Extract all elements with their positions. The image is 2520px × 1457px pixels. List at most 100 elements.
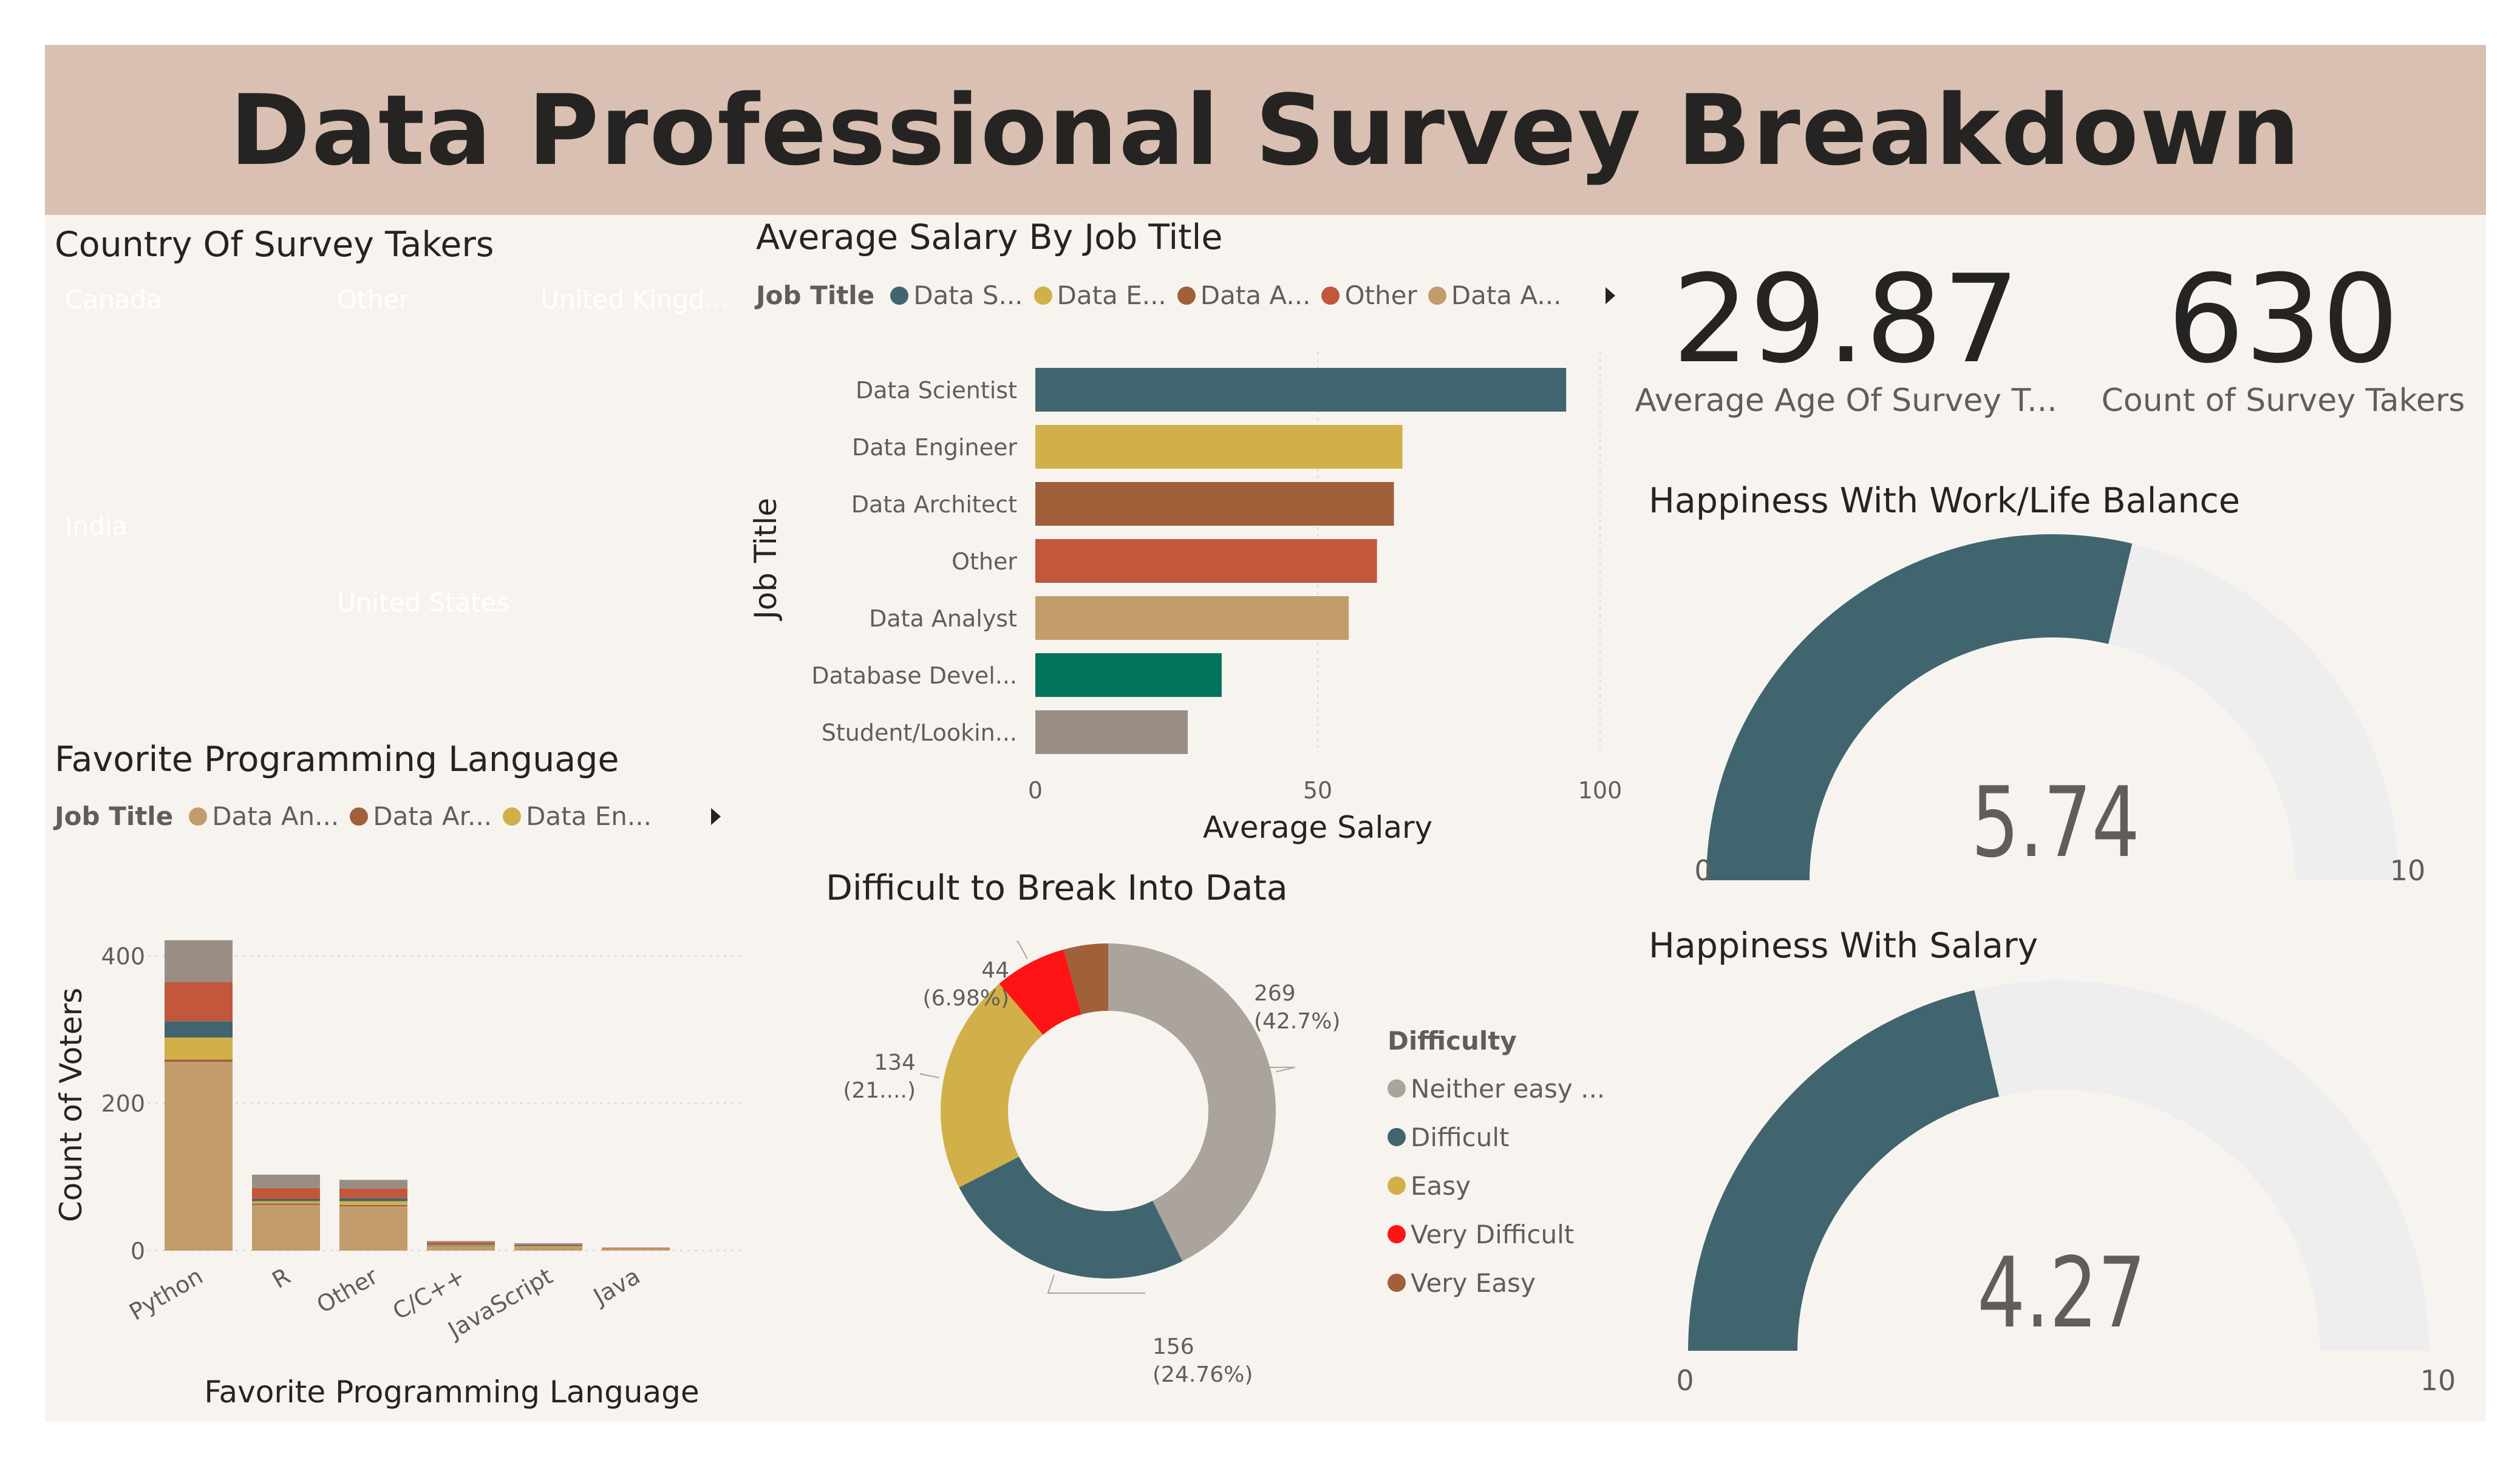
legend-item[interactable]: Very Difficult (1388, 1210, 1605, 1258)
stack-segment (252, 1175, 320, 1188)
legend-label: Data An... (212, 801, 339, 831)
salary-gauge-title: Happiness With Salary (1649, 926, 2038, 966)
legend-title: Difficulty (1388, 1026, 1616, 1056)
legend-label: Data S... (913, 280, 1023, 310)
y-axis-title: Job Title (748, 498, 783, 621)
data-label-count: 156 (1153, 1334, 1194, 1359)
leader-line (920, 1074, 939, 1078)
legend-title: Job Title (55, 801, 173, 831)
x-tick-label: Python (124, 1263, 207, 1326)
language-legend: Job Title Data An... Data Ar... Data En.… (55, 801, 721, 831)
bar (1035, 539, 1377, 583)
x-tick-label: 50 (1303, 777, 1332, 804)
treemap-cell-other[interactable]: Other (325, 274, 532, 580)
legend-next-icon[interactable] (711, 808, 721, 825)
bar (1035, 482, 1394, 526)
avg-age-label: Average Age Of Survey T... (1603, 382, 2089, 419)
treemap-cell-canada[interactable]: Canada (53, 274, 329, 504)
avg-age-value: 29.87 (1603, 249, 2089, 390)
bar (1035, 653, 1222, 697)
legend-dot (503, 807, 521, 826)
legend-item[interactable]: Data A... (1177, 280, 1311, 310)
stack-segment (514, 1247, 582, 1251)
y-tick-label: 200 (101, 1090, 145, 1117)
bar (1035, 425, 1403, 469)
category-label: Data Scientist (856, 377, 1017, 404)
worklife-gauge: 5.74 0 10 (1640, 522, 2477, 898)
leader-line (1017, 942, 1027, 959)
category-label: Other (952, 548, 1017, 575)
gauge-min-label: 0 (1694, 854, 1712, 887)
category-label: Data Engineer (852, 434, 1017, 461)
treemap-cell-india[interactable]: India (53, 501, 329, 730)
legend-dot (1428, 287, 1446, 305)
salary-happiness-gauge: 4.27 0 10 (1640, 971, 2477, 1396)
legend-label: Data En... (526, 801, 652, 831)
legend-item[interactable]: Easy (1388, 1161, 1605, 1210)
stack-segment (514, 1246, 582, 1247)
treemap-label: India (65, 511, 128, 541)
salary-chart-title: Average Salary By Job Title (756, 217, 1222, 257)
donut-legend: Difficulty Neither easy ... Difficult Ea… (1388, 1026, 1616, 1307)
treemap-cell-united-states[interactable]: United States (325, 577, 737, 730)
title-banner: Data Professional Survey Breakdown (45, 45, 2486, 215)
legend-item[interactable]: Other (1321, 280, 1417, 310)
legend-label: Other (1344, 280, 1417, 310)
salary-bar-chart: Data Scientist Data Engineer Data Architec… (747, 328, 1646, 862)
data-label-count: 269 (1254, 981, 1296, 1006)
stack-segment (165, 982, 233, 1021)
legend-item[interactable]: Data Ar... (350, 801, 492, 831)
stack-segment (339, 1205, 407, 1206)
x-axis-title: Average Salary (1203, 810, 1432, 845)
legend-dot (1388, 1128, 1406, 1146)
legend-item[interactable]: Difficult (1388, 1113, 1605, 1161)
page-title: Data Professional Survey Breakdown (230, 73, 2301, 187)
legend-item[interactable]: Data A... (1428, 280, 1562, 310)
data-label-count: 134 (874, 1050, 916, 1075)
stack-segment (165, 1038, 233, 1059)
gauge-value: 5.74 (1971, 766, 2140, 879)
gauge-max-label: 10 (2390, 854, 2426, 887)
bar (1035, 368, 1566, 412)
legend-dot (350, 807, 368, 826)
stack-segment (165, 1060, 233, 1062)
donut-slice (959, 1156, 1182, 1279)
legend-dot (1177, 287, 1196, 305)
legend-item[interactable]: Data En... (503, 801, 652, 831)
y-tick-label: 0 (131, 1238, 145, 1265)
data-label-pct: (6.98%) (923, 986, 1009, 1011)
legend-dot (1034, 287, 1052, 305)
data-label-pct: (21....) (843, 1078, 916, 1103)
stack-segment (339, 1180, 407, 1189)
gauge-fill (1688, 990, 1999, 1351)
y-axis-title: Count of Voters (53, 988, 89, 1222)
x-tick-label: 0 (1028, 777, 1043, 804)
x-tick-label: R (268, 1263, 295, 1294)
gauge-value: 4.27 (1977, 1237, 2146, 1350)
x-tick-label: 100 (1578, 777, 1623, 804)
stack-segment (252, 1203, 320, 1204)
legend-item[interactable]: Neither easy ... (1388, 1064, 1605, 1113)
legend-label: Neither easy ... (1411, 1074, 1605, 1104)
difficulty-donut-chart: 269(42.7%)156(24.76%)134(21....)44(6.98%… (783, 929, 1372, 1415)
treemap-cell-united-kingdom[interactable]: United Kingd... (529, 274, 737, 580)
language-chart-title: Favorite Programming Language (55, 739, 619, 779)
x-tick-label: Java (588, 1263, 644, 1311)
stack-segment (165, 940, 233, 982)
y-tick-label: 400 (101, 943, 145, 970)
legend-label: Data A... (1451, 280, 1562, 310)
legend-label: Data E... (1057, 280, 1166, 310)
category-label: Student/Lookin... (822, 719, 1017, 746)
stack-segment (339, 1198, 407, 1201)
stack-segment (252, 1205, 320, 1251)
legend-item[interactable]: Data E... (1034, 280, 1166, 310)
legend-dot (1388, 1079, 1406, 1098)
stack-segment (427, 1241, 495, 1242)
stack-segment (339, 1206, 407, 1251)
legend-item[interactable]: Data S... (890, 280, 1023, 310)
data-label-pct: (42.7%) (1254, 1009, 1340, 1034)
treemap-label: United Kingd... (540, 285, 729, 314)
legend-item[interactable]: Very Easy (1388, 1258, 1605, 1307)
legend-item[interactable]: Data An... (189, 801, 339, 831)
legend-label: Difficult (1411, 1122, 1509, 1152)
